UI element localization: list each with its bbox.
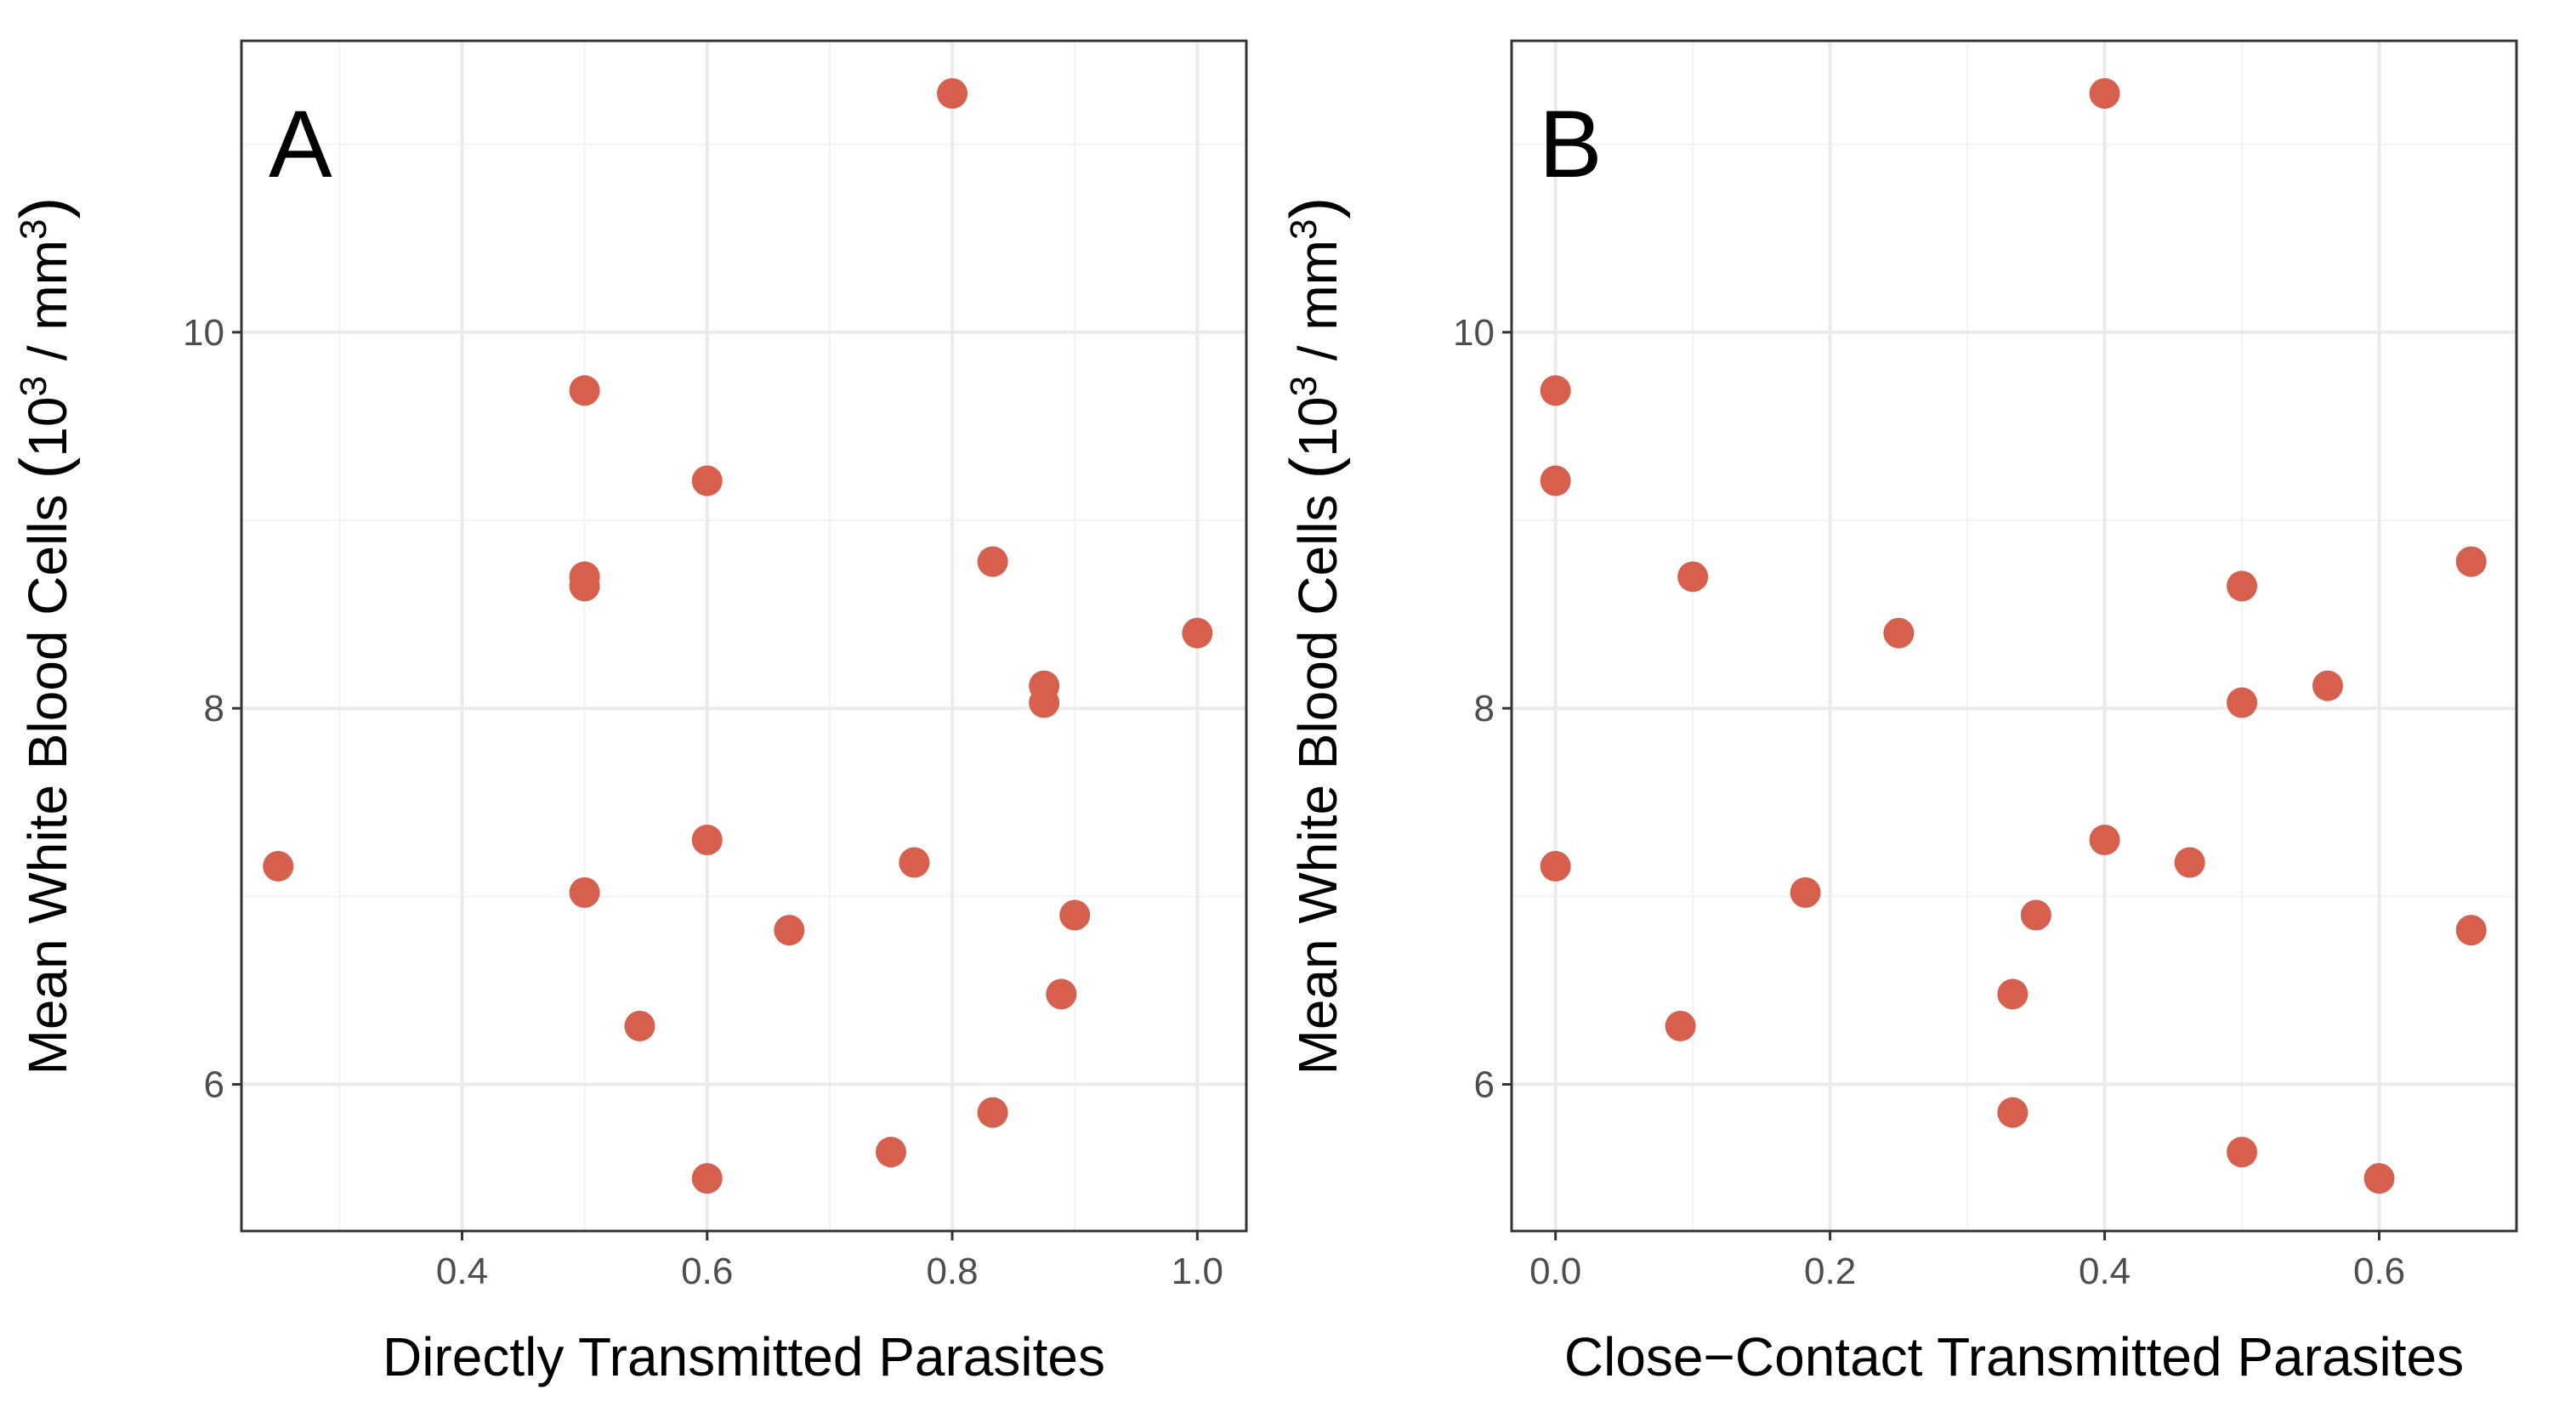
y-tick-label: 8: [1474, 688, 1495, 729]
x-tick-label: 0.6: [681, 1251, 733, 1292]
data-point: [1182, 617, 1213, 649]
data-point: [2455, 915, 2487, 946]
y-axis-unit-text: 10: [17, 397, 78, 457]
x-tick-label: 0.2: [1804, 1251, 1856, 1292]
data-point: [569, 877, 600, 908]
data-point: [2174, 847, 2205, 878]
data-point: [977, 546, 1008, 577]
data-point: [1997, 1097, 2028, 1128]
data-point: [977, 1097, 1008, 1128]
data-point: [1997, 979, 2028, 1010]
y-tick-label: 6: [1474, 1064, 1495, 1105]
y-axis-unit-superscript: 3: [13, 376, 54, 396]
plot-area: [241, 41, 1246, 1231]
y-axis-unit-text: (: [1276, 457, 1351, 479]
y-tick-label: 10: [183, 312, 224, 354]
panel-border: [240, 39, 1248, 1233]
data-point: [2020, 899, 2051, 931]
y-axis-unit-text: ): [6, 197, 81, 219]
y-axis-unit-superscript: 3: [13, 219, 54, 240]
data-point: [1029, 687, 1060, 718]
data-point: [2227, 570, 2258, 602]
x-tick-label: 0.0: [1529, 1251, 1581, 1292]
x-tick-label: 1.0: [1172, 1251, 1223, 1292]
data-point: [2227, 687, 2258, 718]
y-axis-title: Mean White Blood Cells (103 / mm3): [6, 197, 81, 1075]
x-axis-title: Close−Contact Transmitted Parasites: [1564, 1326, 2464, 1387]
data-point: [569, 570, 600, 602]
y-tick-label: 6: [204, 1064, 224, 1105]
x-tick-label: 0.4: [436, 1251, 488, 1292]
y-axis-unit-text: 10: [1287, 397, 1348, 457]
y-axis-unit-text: ): [1276, 197, 1351, 219]
y-axis-unit-text: / mm: [17, 240, 78, 376]
y-axis-title-text: Mean White Blood Cells: [1287, 479, 1348, 1075]
x-tick-label: 0.8: [926, 1251, 978, 1292]
data-point: [1540, 850, 1571, 882]
y-axis-title: Mean White Blood Cells (103 / mm3): [1276, 197, 1351, 1075]
data-point: [2363, 1163, 2395, 1194]
data-point: [691, 1163, 723, 1194]
y-axis-unit-text: (: [6, 457, 81, 479]
panel-a: 0.4 0.6 0.8 1.0 6 8 10 A Directly Transmitted Pa…: [6, 39, 1248, 1387]
panel-border: [1510, 39, 2518, 1233]
data-point: [774, 915, 805, 946]
x-axis-title: Directly Transmitted Parasites: [383, 1326, 1105, 1387]
data-point: [1046, 979, 1077, 1010]
data-point: [899, 847, 930, 878]
data-point: [1665, 1010, 1696, 1041]
y-axis-unit-text: / mm: [1287, 240, 1348, 376]
panel-label: B: [1539, 91, 1603, 197]
y-axis-unit-superscript: 3: [1283, 376, 1325, 396]
data-point: [875, 1137, 906, 1168]
data-point: [1540, 465, 1571, 496]
data-point: [2312, 670, 2343, 701]
data-point: [1790, 877, 1821, 908]
panel-label: A: [269, 91, 332, 197]
y-axis-title-text: Mean White Blood Cells: [17, 479, 78, 1075]
data-point: [2089, 824, 2120, 855]
data-point: [1059, 899, 1091, 931]
data-point: [263, 850, 294, 882]
data-point: [691, 465, 723, 496]
data-point: [1540, 375, 1571, 406]
data-point: [2227, 1137, 2258, 1168]
y-axis-unit-superscript: 3: [1283, 219, 1325, 240]
data-point: [569, 375, 600, 406]
panel-b: 0.0 0.2 0.4 0.6 6 8 10 B Close−Contact Transmitt…: [1276, 39, 2518, 1387]
data-point: [1883, 617, 1915, 649]
y-tick-label: 8: [204, 688, 224, 729]
data-point: [2089, 77, 2120, 109]
data-point: [2455, 546, 2487, 577]
data-point: [624, 1010, 655, 1041]
x-tick-label: 0.4: [2079, 1251, 2131, 1292]
y-tick-label: 10: [1453, 312, 1495, 354]
data-point: [1677, 561, 1709, 593]
x-tick-label: 0.6: [2353, 1251, 2405, 1292]
data-point: [937, 77, 968, 109]
data-point: [691, 824, 723, 855]
plot-area: [1512, 41, 2516, 1231]
